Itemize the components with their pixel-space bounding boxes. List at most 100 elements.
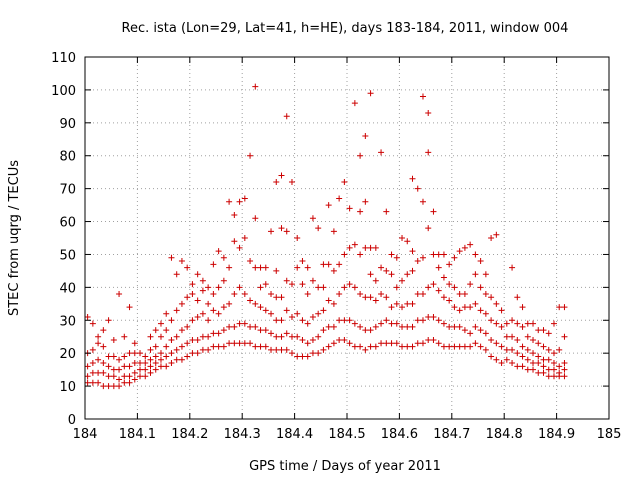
data-point <box>110 337 117 344</box>
data-point <box>100 360 107 367</box>
y-tick-label: 90 <box>59 117 76 132</box>
data-point <box>252 343 259 350</box>
data-point <box>84 363 91 370</box>
data-point <box>561 333 568 340</box>
data-point <box>205 300 212 307</box>
data-point <box>430 337 437 344</box>
data-point <box>493 231 500 238</box>
data-point <box>199 277 206 284</box>
data-point <box>530 337 537 344</box>
data-point <box>194 271 201 278</box>
data-point <box>399 323 406 330</box>
data-point <box>330 323 337 330</box>
x-tick-label: 184.6 <box>381 427 418 442</box>
data-point <box>142 366 149 373</box>
data-point <box>519 304 526 311</box>
data-point <box>362 244 369 251</box>
data-point <box>561 304 568 311</box>
data-point <box>461 244 468 251</box>
data-point <box>309 350 316 357</box>
data-point <box>121 363 128 370</box>
data-point <box>425 313 432 320</box>
data-point <box>210 261 217 268</box>
data-point <box>220 343 227 350</box>
data-point <box>503 333 510 340</box>
chart-title: Rec. ista (Lon=29, Lat=41, h=HE), days 1… <box>122 21 569 36</box>
data-point <box>320 327 327 334</box>
data-point <box>116 290 123 297</box>
data-point <box>262 327 269 334</box>
data-point <box>550 366 557 373</box>
data-point <box>173 346 180 353</box>
y-tick-label: 60 <box>59 216 76 231</box>
data-point <box>440 294 447 301</box>
data-point <box>351 343 358 350</box>
data-point <box>535 353 542 360</box>
data-point <box>173 271 180 278</box>
data-point <box>425 225 432 232</box>
data-point <box>116 356 123 363</box>
data-point <box>309 277 316 284</box>
data-point <box>168 337 175 344</box>
data-point <box>351 100 358 107</box>
data-point <box>461 343 468 350</box>
data-point <box>304 340 311 347</box>
data-point <box>372 343 379 350</box>
data-point <box>472 340 479 347</box>
y-tick-label: 80 <box>59 150 76 165</box>
data-point <box>126 304 133 311</box>
data-point <box>163 353 170 360</box>
data-point <box>530 366 537 373</box>
data-point <box>556 304 563 311</box>
data-point <box>137 373 144 380</box>
data-point <box>378 340 385 347</box>
data-point <box>519 343 526 350</box>
data-point <box>535 340 542 347</box>
data-point <box>388 340 395 347</box>
data-point <box>488 235 495 241</box>
data-point <box>247 340 254 347</box>
data-point <box>152 360 159 367</box>
data-point <box>362 294 369 301</box>
data-point <box>184 353 191 360</box>
data-point <box>178 343 185 350</box>
data-point <box>315 225 322 232</box>
data-point <box>100 369 107 376</box>
data-point <box>346 340 353 347</box>
data-point <box>561 373 568 380</box>
data-point <box>226 264 233 271</box>
data-point <box>236 340 243 347</box>
data-point <box>545 330 552 337</box>
data-point <box>472 251 479 258</box>
data-point <box>257 343 264 350</box>
data-point <box>419 254 426 261</box>
data-point <box>189 337 196 344</box>
data-point <box>482 271 489 278</box>
data-point <box>137 366 144 373</box>
data-point <box>278 225 285 232</box>
data-point <box>561 366 568 373</box>
data-point <box>262 307 269 314</box>
data-point <box>194 297 201 304</box>
axis-ticks <box>84 56 610 420</box>
data-point <box>524 333 531 340</box>
data-point <box>199 333 206 340</box>
data-point <box>393 254 400 261</box>
data-point <box>168 360 175 367</box>
data-point <box>482 330 489 337</box>
data-point <box>399 304 406 311</box>
data-point <box>451 304 458 311</box>
data-point <box>173 307 180 314</box>
data-point <box>346 317 353 324</box>
x-tick-label: 184.7 <box>433 427 470 442</box>
x-axis-label: GPS time / Days of year 2011 <box>249 459 441 474</box>
data-point <box>178 258 185 265</box>
data-point <box>372 323 379 330</box>
data-point <box>173 333 180 340</box>
data-point <box>247 297 254 304</box>
data-point <box>545 366 552 373</box>
data-point <box>472 323 479 330</box>
y-tick-label: 0 <box>68 413 76 428</box>
data-point <box>351 241 358 248</box>
